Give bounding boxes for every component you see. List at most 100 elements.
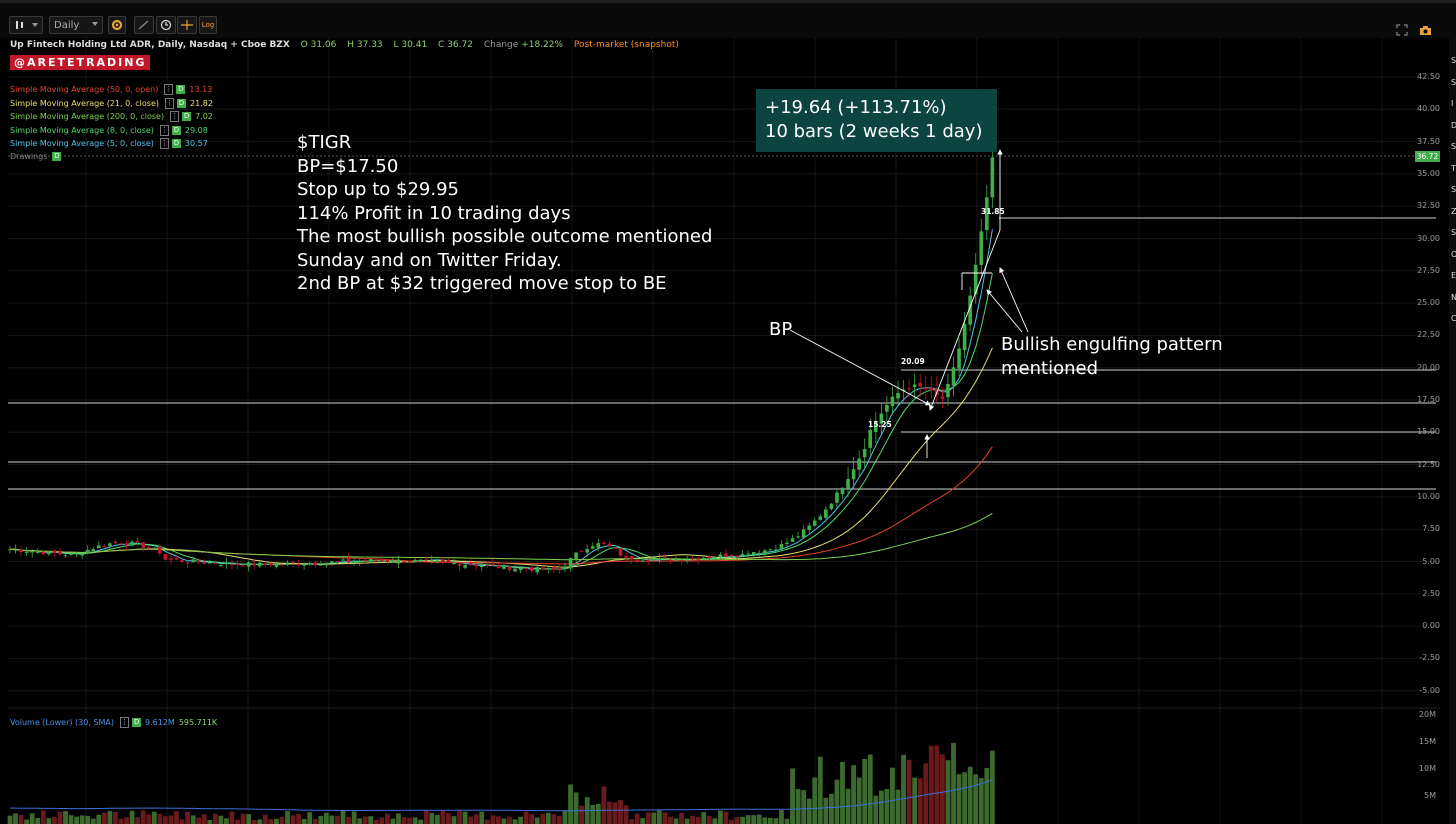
study-toggle[interactable]: D — [176, 85, 186, 94]
volume-bar — [873, 795, 879, 824]
crosshair-button[interactable] — [177, 16, 197, 34]
study-row[interactable]: Simple Moving Average (50, 0, open) ⋮ D 13.… — [10, 84, 212, 95]
volume-tick-label: 15M — [1418, 737, 1436, 746]
candle-body — [119, 543, 123, 545]
clock-icon — [160, 19, 172, 31]
volume-bar — [656, 810, 662, 824]
candle-body — [418, 559, 423, 561]
candle-body — [357, 561, 362, 563]
last-price-tag: 36.72 — [1415, 151, 1440, 162]
volume-bar — [640, 818, 646, 824]
volume-bar — [545, 812, 551, 824]
volume-bar — [562, 810, 568, 824]
chart-type-button[interactable] — [9, 16, 43, 34]
study-toggle[interactable]: D — [182, 112, 192, 122]
volume-bar — [373, 819, 379, 824]
right-panel-letter: S — [1451, 77, 1456, 87]
candle-body — [85, 549, 90, 554]
right-panel-letter: O — [1451, 249, 1456, 259]
volume-bar — [784, 818, 790, 824]
volume-bar — [817, 756, 823, 824]
study-toggle[interactable]: D — [177, 98, 186, 108]
study-row[interactable]: Simple Moving Average (21, 0, close) ⋮ D 21… — [10, 97, 213, 109]
settings-button[interactable] — [108, 16, 126, 34]
volume-bar — [246, 814, 252, 824]
volume-bar — [140, 810, 146, 824]
volume-bar — [207, 819, 213, 824]
study-menu-button[interactable]: ⋮ — [159, 124, 169, 136]
candle-body — [729, 555, 734, 557]
price-tick-label: 2.50 — [1422, 588, 1440, 598]
open-price: O 31.06 — [300, 40, 337, 50]
candle-body — [685, 559, 689, 561]
volume-toggle[interactable]: D — [132, 718, 142, 727]
candle-body — [19, 549, 23, 552]
volume-bar — [645, 812, 651, 824]
volume-bar — [512, 819, 518, 824]
candle-body — [546, 568, 551, 570]
candle-body — [91, 549, 96, 551]
volume-bar — [695, 817, 701, 824]
volume-bar — [967, 766, 973, 824]
study-menu-button[interactable]: ⋮ — [164, 84, 174, 95]
study-toggle[interactable]: D — [171, 125, 181, 135]
candle-body — [962, 323, 967, 351]
price-tick-label: 12.50 — [1417, 459, 1440, 469]
log-scale-button[interactable]: Log — [199, 16, 217, 34]
camera-icon[interactable] — [1419, 21, 1432, 40]
candle-body — [663, 557, 667, 559]
symbol-info-bar: Up Fintech Holding Ltd ADR, Daily, Nasda… — [10, 40, 679, 50]
volume-bar — [29, 813, 35, 824]
volume-bar — [146, 814, 152, 824]
volume-bar — [529, 813, 535, 824]
volume-bar — [523, 811, 529, 824]
candle-body — [912, 384, 917, 388]
study-value: 30.57 — [184, 139, 208, 149]
fullscreen-icon[interactable] — [1396, 21, 1408, 40]
study-row[interactable]: Simple Moving Average (5, 0, close) ⋮ D 30.… — [10, 138, 208, 150]
candle-body — [463, 564, 467, 568]
drawings-row[interactable]: Drawings D — [10, 152, 65, 161]
candle-body — [957, 348, 961, 369]
candle-body — [851, 469, 856, 480]
drawings-toggle[interactable]: D — [52, 152, 62, 161]
study-menu-button[interactable]: ⋮ — [165, 97, 174, 109]
volume-bar — [235, 819, 240, 824]
annotation-arrow — [986, 289, 1023, 333]
symbol-description: Up Fintech Holding Ltd ADR, Daily, Nasda… — [10, 40, 290, 50]
study-row[interactable]: Simple Moving Average (8, 0, close) ⋮ D 29.… — [10, 124, 208, 136]
study-label: Simple Moving Average (50, 0, open) — [10, 85, 159, 94]
volume-bar — [296, 813, 301, 824]
candle-body — [424, 559, 429, 561]
candle-body — [890, 396, 895, 407]
study-toggle[interactable]: D — [171, 139, 181, 149]
candle-body — [108, 543, 112, 547]
volume-bar — [479, 811, 485, 824]
timeframe-select[interactable]: Daily — [49, 16, 103, 34]
chevron-down-icon — [32, 23, 38, 27]
candle-body — [618, 548, 623, 556]
volume-bar — [740, 816, 745, 824]
candle-body — [130, 541, 134, 546]
study-menu-button[interactable]: ⋮ — [159, 138, 169, 150]
time-button[interactable] — [156, 16, 176, 34]
candle-body — [585, 548, 589, 553]
callout-bars: 10 bars (2 weeks 1 day) — [765, 120, 983, 142]
price-tick-label: 25.00 — [1417, 298, 1440, 308]
candle-body — [224, 562, 229, 565]
candle-body — [579, 550, 584, 552]
volume-menu-button[interactable]: ⋮ — [120, 717, 130, 728]
candle-body — [341, 559, 345, 561]
right-panel-letter: T — [1451, 163, 1456, 173]
candle-body — [479, 565, 484, 568]
volume-bar — [251, 819, 257, 824]
price-tick-label: 7.50 — [1422, 524, 1440, 534]
volume-bar — [612, 802, 618, 824]
study-row[interactable]: Simple Moving Average (200, 0, close) ⋮ D 7… — [10, 111, 213, 123]
drawing-tools-button[interactable] — [134, 16, 154, 34]
volume-bar — [218, 815, 224, 824]
volume-bar — [129, 810, 135, 824]
volume-bar — [767, 817, 773, 824]
study-menu-button[interactable]: ⋮ — [170, 111, 180, 123]
